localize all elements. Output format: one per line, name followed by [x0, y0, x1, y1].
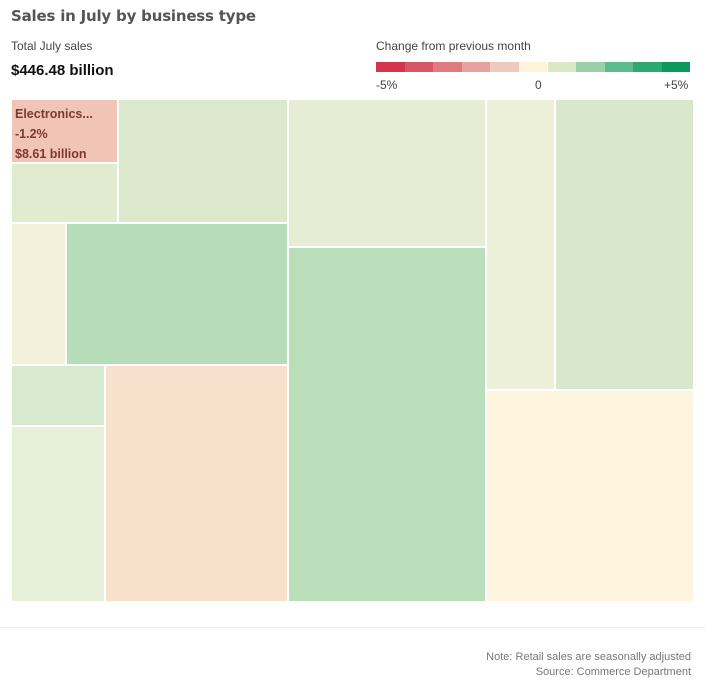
- tile-label-change: -1.2%: [15, 127, 48, 141]
- legend-max-label: +5%: [664, 78, 689, 92]
- legend-swatch: [433, 62, 462, 72]
- source-credit: Source: Commerce Department: [535, 666, 691, 678]
- legend-swatch: [576, 62, 605, 72]
- treemap-tile[interactable]: [118, 99, 288, 223]
- treemap-tile[interactable]: [11, 163, 118, 223]
- treemap-tile[interactable]: Electronics... -1.2% $8.61 billion: [11, 99, 118, 163]
- legend-title: Change from previous month: [376, 39, 531, 53]
- treemap-tile[interactable]: [486, 390, 694, 602]
- treemap-tile[interactable]: [288, 99, 486, 247]
- legend-swatch: [518, 62, 548, 72]
- treemap-tile[interactable]: [66, 223, 288, 365]
- treemap-tile[interactable]: [11, 426, 105, 602]
- tile-label: Electronics... -1.2% $8.61 billion: [15, 104, 93, 164]
- legend-swatch: [604, 62, 634, 72]
- footer-divider: [0, 627, 705, 628]
- total-sales-label: Total July sales: [11, 39, 93, 53]
- legend-swatch: [661, 62, 691, 72]
- treemap-tile[interactable]: [11, 365, 105, 426]
- treemap-tile[interactable]: [288, 247, 486, 602]
- footnote: Note: Retail sales are seasonally adjust…: [486, 651, 691, 663]
- legend-swatch: [547, 62, 577, 72]
- legend-swatch: [461, 62, 491, 72]
- legend-swatch: [376, 62, 405, 72]
- legend-swatch: [404, 62, 434, 72]
- treemap-tile[interactable]: [486, 99, 555, 390]
- chart-title: Sales in July by business type: [11, 7, 256, 25]
- color-scale-legend: [376, 62, 691, 72]
- treemap-tile[interactable]: [555, 99, 694, 390]
- tile-label-name: Electronics...: [15, 107, 93, 121]
- legend-swatch: [490, 62, 519, 72]
- treemap-tile[interactable]: [105, 365, 288, 602]
- tile-label-value: $8.61 billion: [15, 147, 87, 161]
- total-sales-value: $446.48 billion: [11, 62, 114, 79]
- treemap-tile[interactable]: [11, 223, 66, 365]
- legend-mid-label: 0: [535, 78, 542, 92]
- legend-swatch: [633, 62, 662, 72]
- legend-min-label: -5%: [376, 78, 398, 92]
